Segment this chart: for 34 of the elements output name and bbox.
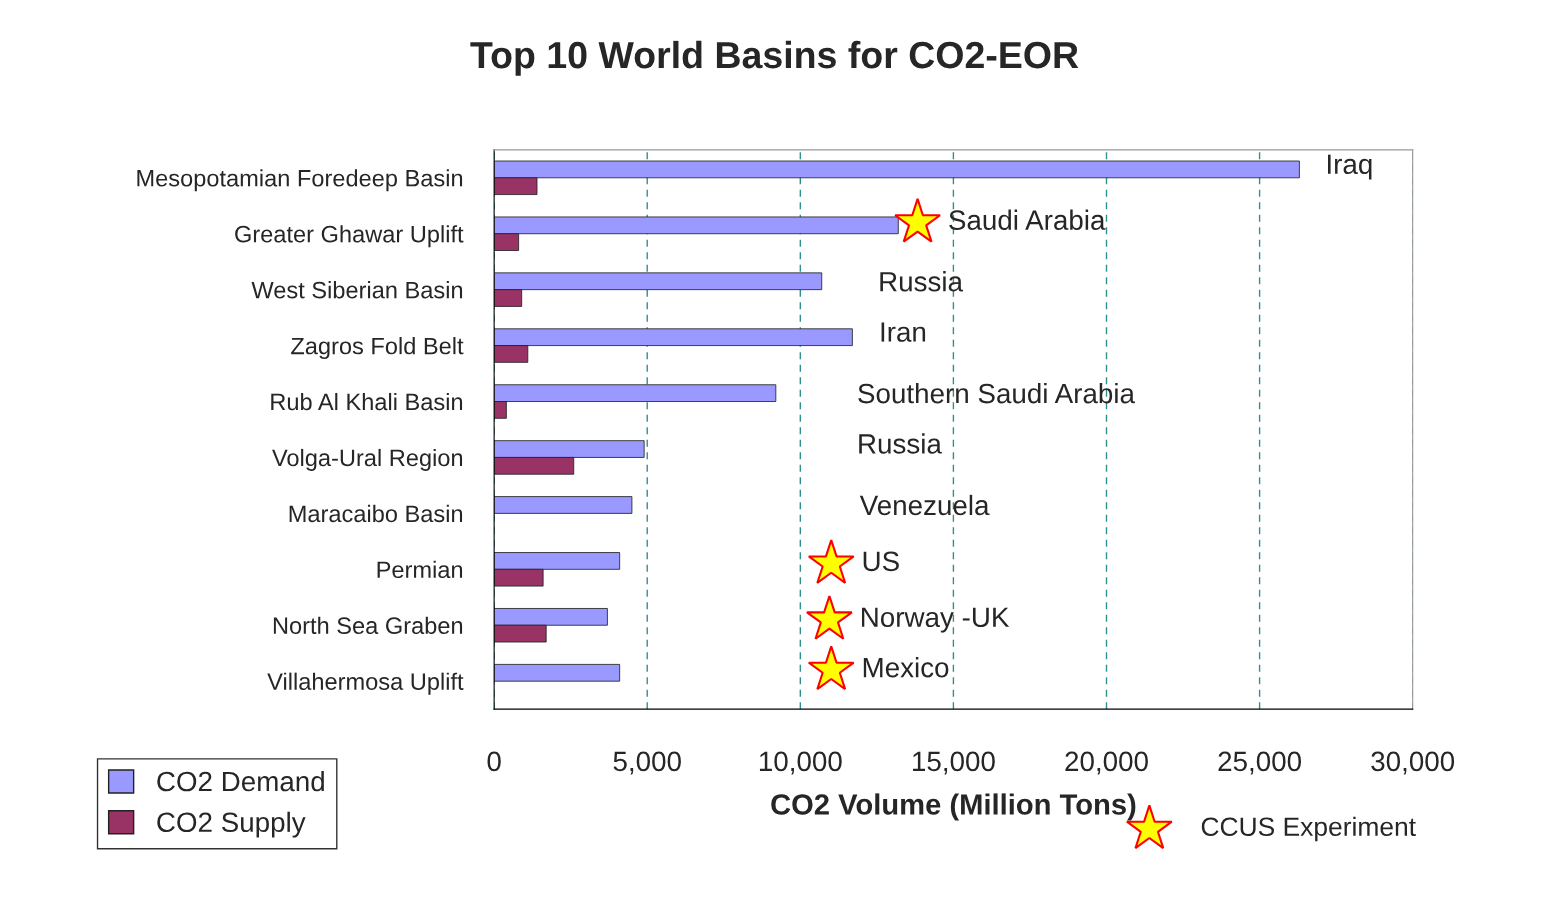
text: CCUS Experiment <box>1201 816 1416 842</box>
y-tick-label: Zagros Fold Belt <box>291 337 464 360</box>
x-tick-label: 5,000 <box>613 751 681 775</box>
x-tick-label: 15,000 <box>913 751 995 775</box>
bar <box>494 663 621 682</box>
x-tick-label: 0 <box>487 751 501 772</box>
annotation: Southern Saudi Arabia <box>858 382 1135 404</box>
x-tick-label: 10,000 <box>759 751 842 775</box>
y-tick-label: Rub Al Khali Basin <box>271 392 463 411</box>
y-tick-label: Permian <box>377 560 463 579</box>
annotation: Russia <box>880 271 963 292</box>
y-tick-label: Maracaibo Basin <box>289 504 463 523</box>
y-tick-label: Villahermosa Uplift <box>267 672 464 695</box>
annotation: Iran <box>881 322 926 342</box>
annotation: US <box>863 551 899 572</box>
annotation: Venezuela <box>859 494 990 516</box>
y-tick-label: Mesopotamian Foredeep Basin <box>137 169 463 192</box>
x-axis-title: CO2 Volume (Million Tons) <box>771 793 1136 821</box>
y-tick-label: North Sea Graben <box>273 616 463 635</box>
y-tick-label: Volga-Ural Region <box>272 448 463 471</box>
annotation: Saudi Arabia <box>949 209 1106 230</box>
annotation: Mexico <box>863 657 949 678</box>
annotation: Iraq <box>1327 154 1372 180</box>
bar <box>494 496 633 514</box>
chart-title: Top 10 World Basins for CO2-EOR <box>470 40 1079 76</box>
legend-label: CO2 Demand <box>157 770 324 792</box>
annotation: Russia <box>859 433 942 454</box>
x-tick-label: 30,000 <box>1371 751 1455 775</box>
legend-label: CO2 Supply <box>157 811 306 838</box>
x-tick-label: 20,000 <box>1065 751 1148 775</box>
x-tick-label: 25,000 <box>1218 751 1301 775</box>
y-tick-label: Greater Ghawar Uplift <box>235 225 464 248</box>
y-tick-label: West Siberian Basin <box>251 281 463 299</box>
annotation: Norway -UK <box>862 607 1010 633</box>
